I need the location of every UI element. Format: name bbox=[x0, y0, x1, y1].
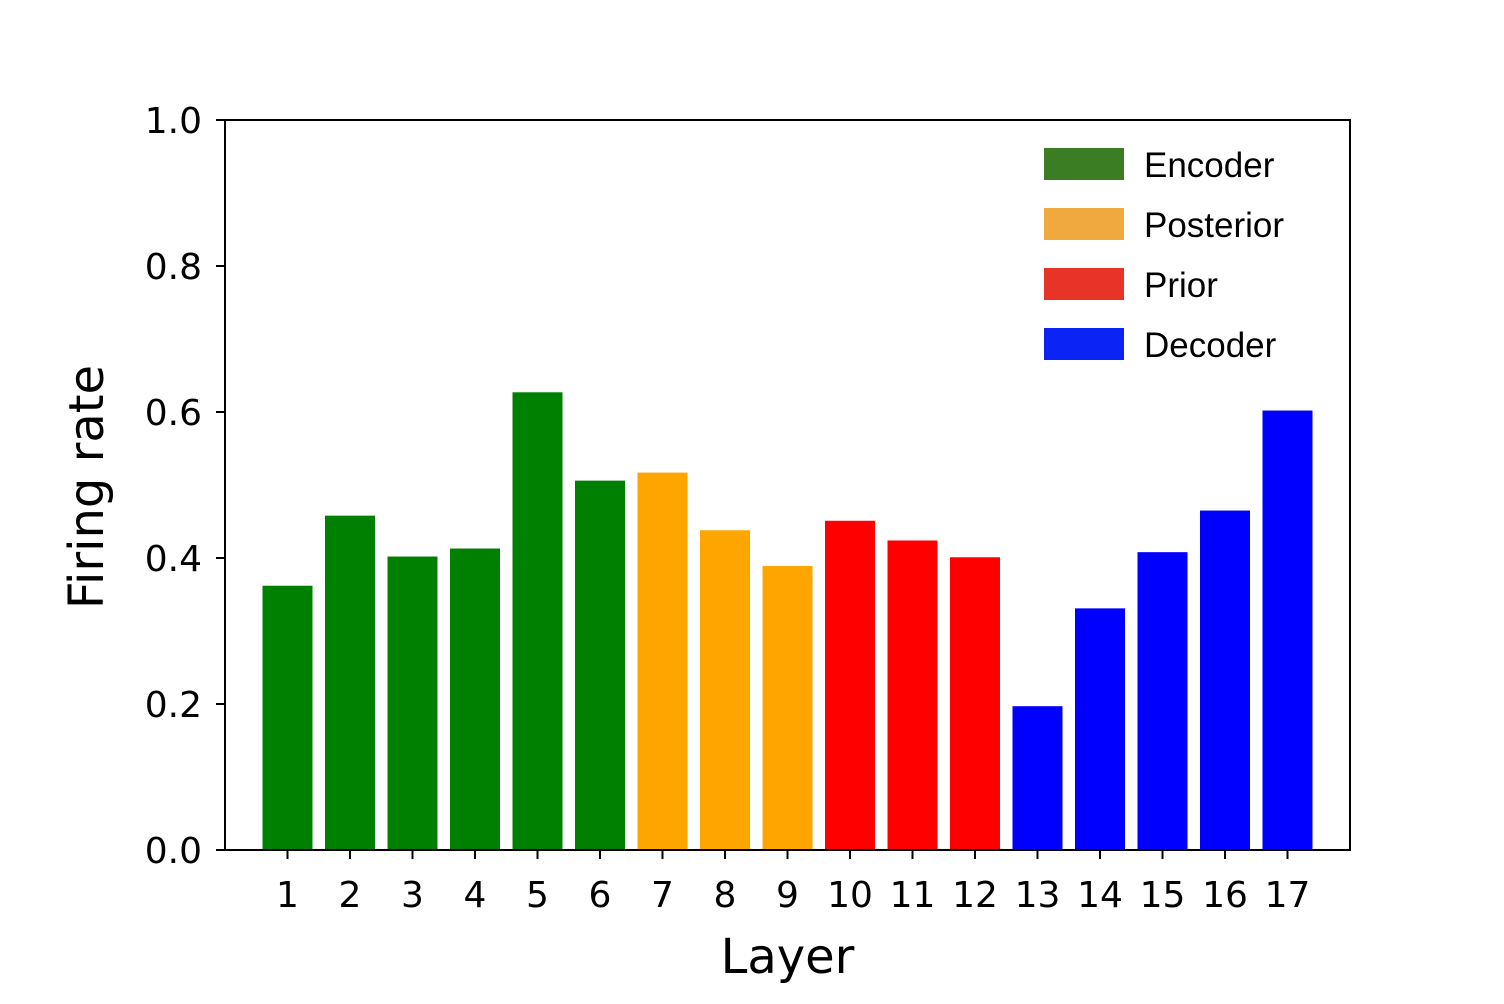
bar-layer-11 bbox=[887, 540, 938, 850]
bar-layer-16 bbox=[1200, 510, 1250, 850]
legend-label-decoder: Decoder bbox=[1144, 326, 1277, 365]
plot-frame bbox=[224, 119, 1351, 851]
bar-layer-15 bbox=[1137, 552, 1188, 850]
bar-layer-6 bbox=[575, 480, 625, 850]
y-tick-label: 0.8 bbox=[145, 247, 202, 288]
x-tick-label: 3 bbox=[401, 875, 424, 916]
legend: Encoder Posterior Prior Decoder bbox=[1044, 146, 1284, 365]
bar-layer-3 bbox=[387, 556, 438, 850]
y-tick-label: 0.0 bbox=[145, 831, 202, 872]
legend-label-encoder: Encoder bbox=[1144, 146, 1275, 185]
bar-layer-8 bbox=[700, 530, 750, 850]
x-tick-label: 12 bbox=[952, 875, 998, 916]
x-tick-label: 17 bbox=[1265, 875, 1311, 916]
x-tick-label: 15 bbox=[1140, 875, 1186, 916]
bar-layer-5 bbox=[512, 392, 563, 850]
bars-group bbox=[262, 392, 1313, 850]
x-tick-label: 9 bbox=[776, 875, 799, 916]
bar-layer-4 bbox=[450, 548, 500, 850]
bar-layer-9 bbox=[762, 566, 813, 850]
y-tick-label: 0.4 bbox=[145, 539, 202, 580]
x-tick-label: 11 bbox=[890, 875, 936, 916]
y-axis: 0.0 0.2 0.4 0.6 0.8 1.0 bbox=[145, 101, 225, 872]
x-tick-label: 4 bbox=[464, 875, 487, 916]
x-tick-label: 5 bbox=[526, 875, 549, 916]
legend-swatch-prior bbox=[1044, 268, 1124, 300]
x-tick-label: 13 bbox=[1015, 875, 1061, 916]
legend-swatch-posterior bbox=[1044, 208, 1124, 240]
bar-layer-13 bbox=[1012, 706, 1063, 850]
bar-layer-7 bbox=[637, 472, 688, 850]
legend-label-prior: Prior bbox=[1144, 266, 1218, 305]
bar-layer-17 bbox=[1262, 410, 1313, 850]
bar-layer-1 bbox=[262, 585, 313, 850]
x-axis: 1 2 3 4 5 6 7 8 9 10 11 12 13 14 15 16 17 bbox=[276, 850, 1310, 916]
x-tick-label: 1 bbox=[276, 875, 299, 916]
legend-swatch-encoder bbox=[1044, 148, 1124, 180]
bar-layer-14 bbox=[1075, 608, 1125, 850]
x-tick-label: 6 bbox=[589, 875, 612, 916]
x-tick-label: 10 bbox=[827, 875, 873, 916]
x-tick-label: 16 bbox=[1202, 875, 1248, 916]
y-tick-label: 1.0 bbox=[145, 101, 202, 142]
legend-swatch-decoder bbox=[1044, 328, 1124, 360]
y-tick-label: 0.2 bbox=[145, 685, 202, 726]
bar-layer-2 bbox=[325, 515, 375, 850]
x-tick-label: 7 bbox=[651, 875, 674, 916]
y-axis-title: Firing rate bbox=[59, 365, 115, 609]
x-tick-label: 2 bbox=[339, 875, 362, 916]
x-tick-label: 14 bbox=[1077, 875, 1123, 916]
x-axis-title: Layer bbox=[721, 929, 855, 985]
x-tick-label: 8 bbox=[714, 875, 737, 916]
bar-layer-12 bbox=[950, 557, 1000, 850]
bar-layer-10 bbox=[825, 520, 875, 850]
y-tick-label: 0.6 bbox=[145, 393, 202, 434]
legend-label-posterior: Posterior bbox=[1144, 206, 1284, 245]
